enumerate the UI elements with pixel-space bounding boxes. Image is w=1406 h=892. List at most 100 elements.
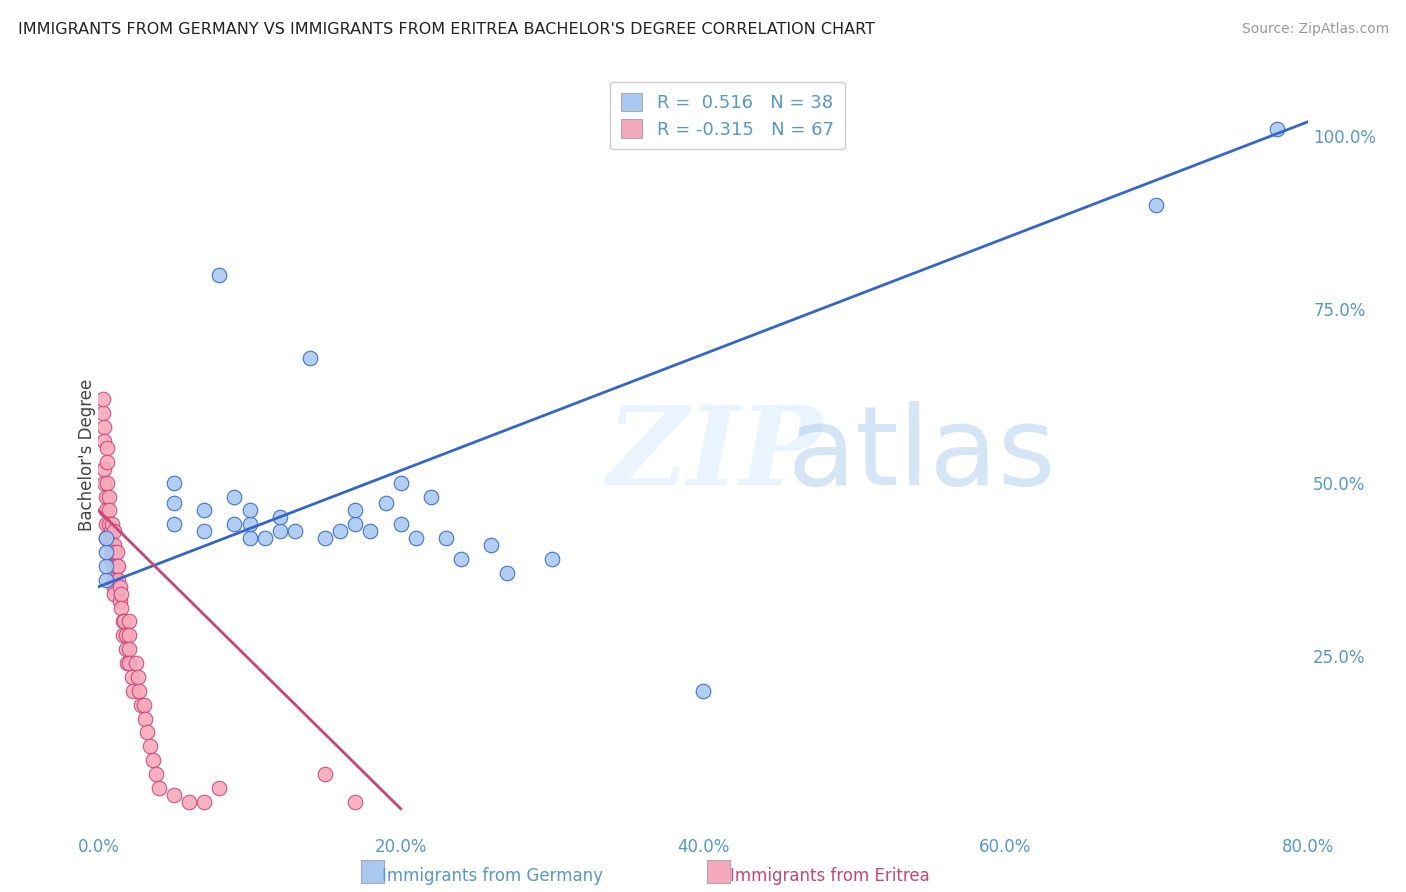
Point [96,455,118,469]
Point [360,524,382,539]
Point [224,490,246,504]
Point [98,490,121,504]
Point [405,531,427,545]
Legend: R =  0.516   N = 38, R = -0.315   N = 67: R = 0.516 N = 38, R = -0.315 N = 67 [610,82,845,149]
Point [481,538,503,552]
Point [118,628,141,642]
Text: IMMIGRANTS FROM GERMANY VS IMMIGRANTS FROM ERITREA BACHELOR'S DEGREE CORRELATION: IMMIGRANTS FROM GERMANY VS IMMIGRANTS FR… [18,22,876,37]
Point [100,538,122,552]
Point [101,517,124,532]
Point [1267,121,1289,136]
Point [193,503,215,517]
Point [103,558,125,573]
Point [139,739,162,754]
Point [103,573,125,587]
Point [108,593,131,607]
Point [495,566,517,580]
Point [101,545,124,559]
Point [389,517,412,532]
Point [111,628,134,642]
Point [224,517,246,532]
Point [110,600,132,615]
Point [100,524,122,539]
Point [344,517,367,532]
Point [96,475,118,490]
Point [103,587,125,601]
Point [122,683,145,698]
Point [93,475,115,490]
Point [179,795,201,809]
Point [118,642,141,657]
Point [94,558,117,573]
Point [111,615,134,629]
Point [135,725,157,739]
Point [193,524,215,539]
Point [389,475,412,490]
Text: atlas: atlas [787,401,1056,508]
Point [94,545,117,559]
Point [118,615,141,629]
Point [103,538,125,552]
Point [253,531,276,545]
Point [540,552,562,566]
Point [94,503,117,517]
Point [145,767,167,781]
Point [108,580,131,594]
Point [344,503,367,517]
Point [142,753,165,767]
Point [100,552,122,566]
Point [163,788,186,802]
Point [93,462,115,476]
Point [134,712,156,726]
Point [284,524,307,539]
Point [239,517,262,532]
Point [112,615,135,629]
Point [118,656,141,670]
Point [98,503,121,517]
Point [374,496,396,510]
Point [107,558,129,573]
Point [128,683,150,698]
Point [110,587,132,601]
Point [1144,198,1167,212]
Point [127,670,149,684]
Point [105,558,128,573]
Point [239,503,262,517]
Point [93,434,115,448]
Point [103,524,125,539]
Point [129,698,152,712]
Point [344,795,367,809]
Point [239,531,262,545]
Point [420,490,443,504]
Text: Source: ZipAtlas.com: Source: ZipAtlas.com [1241,22,1389,37]
Point [114,642,136,657]
Point [103,566,125,580]
Point [105,545,128,559]
Point [98,531,121,545]
Point [269,510,291,524]
Point [269,524,291,539]
Point [115,656,138,670]
Point [148,780,170,795]
Point [103,580,125,594]
Point [434,531,457,545]
Point [314,531,336,545]
Point [193,795,215,809]
Point [93,420,115,434]
Point [94,517,117,532]
Point [98,517,121,532]
Point [299,351,322,365]
Point [94,531,117,545]
Point [208,780,231,795]
Point [450,552,472,566]
Text: Immigrants from Germany: Immigrants from Germany [381,867,603,885]
Point [132,698,155,712]
Point [314,767,336,781]
Point [163,517,186,532]
Point [125,656,148,670]
Point [94,490,117,504]
Point [692,683,714,698]
Point [96,441,118,455]
Point [94,573,117,587]
Point [163,475,186,490]
